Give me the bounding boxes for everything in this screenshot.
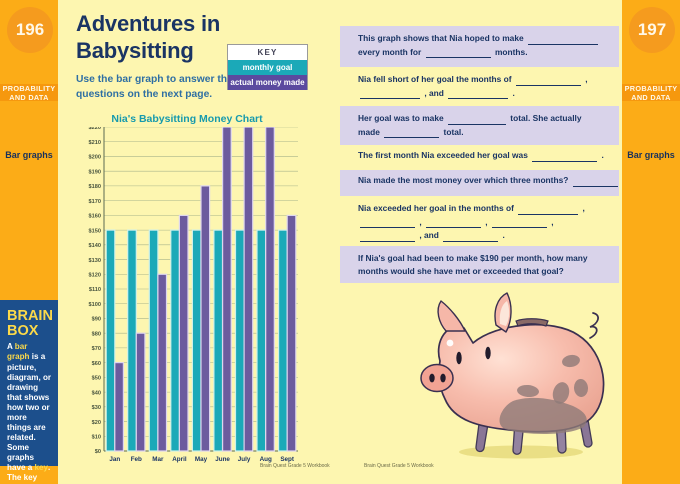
svg-text:$50: $50 bbox=[92, 376, 101, 382]
svg-text:$10: $10 bbox=[92, 434, 101, 440]
svg-text:$210: $210 bbox=[89, 140, 101, 146]
svg-text:$170: $170 bbox=[89, 199, 101, 205]
svg-text:$190: $190 bbox=[89, 169, 101, 175]
svg-text:$70: $70 bbox=[92, 346, 101, 352]
svg-text:$150: $150 bbox=[89, 228, 101, 234]
svg-text:$120: $120 bbox=[89, 272, 101, 278]
svg-text:$110: $110 bbox=[89, 287, 101, 293]
svg-text:Feb: Feb bbox=[131, 456, 142, 463]
svg-text:Mar: Mar bbox=[152, 456, 164, 463]
svg-text:May: May bbox=[195, 456, 208, 463]
svg-text:Jan: Jan bbox=[109, 456, 120, 463]
svg-text:$130: $130 bbox=[89, 258, 101, 264]
svg-text:$140: $140 bbox=[89, 243, 101, 249]
svg-text:June: June bbox=[215, 456, 230, 463]
svg-text:$60: $60 bbox=[92, 361, 101, 367]
svg-text:$160: $160 bbox=[89, 214, 101, 220]
svg-text:$200: $200 bbox=[89, 155, 101, 161]
svg-text:Sept: Sept bbox=[280, 456, 295, 463]
svg-text:$90: $90 bbox=[92, 317, 101, 323]
svg-text:$30: $30 bbox=[92, 405, 101, 411]
svg-text:$0: $0 bbox=[95, 449, 101, 455]
svg-text:July: July bbox=[238, 456, 251, 463]
svg-text:$80: $80 bbox=[92, 331, 101, 337]
svg-text:$20: $20 bbox=[92, 420, 101, 426]
svg-text:Aug: Aug bbox=[260, 456, 272, 463]
svg-text:April: April bbox=[172, 456, 187, 463]
svg-text:$40: $40 bbox=[92, 390, 101, 396]
svg-text:$180: $180 bbox=[89, 184, 101, 190]
svg-text:$100: $100 bbox=[89, 302, 101, 308]
svg-text:$220: $220 bbox=[89, 127, 101, 131]
